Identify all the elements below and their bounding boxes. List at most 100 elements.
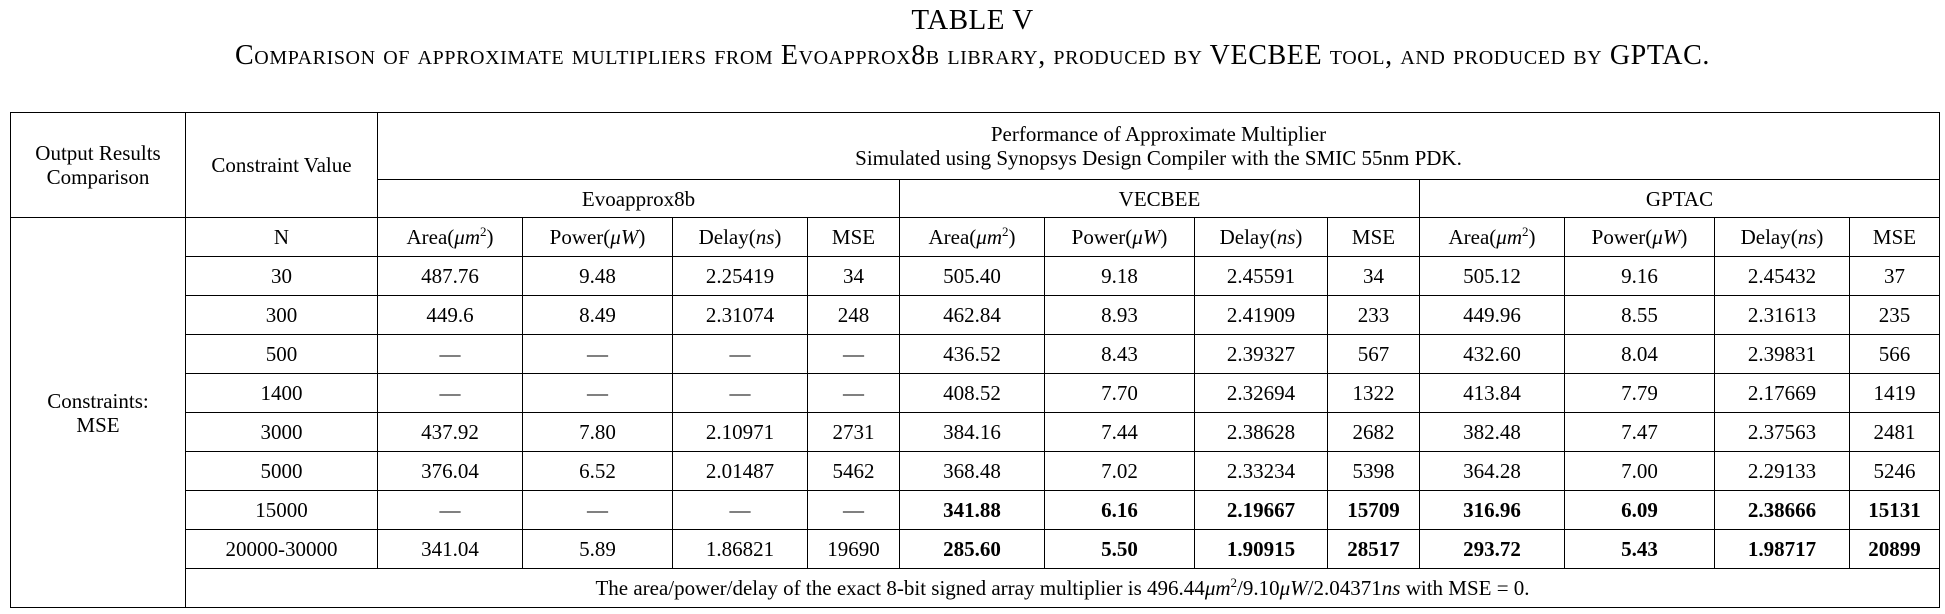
value-cell-vecbee-mse: 34 <box>1327 256 1420 296</box>
value-cell-evoapprox8b-area: 449.6 <box>377 295 523 335</box>
table-row: 3000 437.92 7.80 2.10971 2731 384.16 7.44 2.386… <box>11 412 1941 452</box>
value-cell-vecbee-power: 5.50 <box>1044 529 1195 569</box>
value-cell-vecbee-delay: 2.38628 <box>1194 412 1328 452</box>
value-cell-vecbee-delay: 1.90915 <box>1194 529 1328 569</box>
value-cell-gptac-power: 6.09 <box>1564 490 1715 530</box>
value-cell-vecbee-delay: 2.41909 <box>1194 295 1328 335</box>
metric-header-evoapprox8b-delay: Delay(ns) <box>672 217 808 257</box>
metric-header-vecbee-mse: MSE <box>1327 217 1420 257</box>
table-caption-number: TABLE V <box>911 4 1034 36</box>
value-cell-gptac-area: 413.84 <box>1419 373 1565 413</box>
value-cell-evoapprox8b-mse: — <box>807 373 900 413</box>
value-cell-gptac-area: 432.60 <box>1419 334 1565 374</box>
value-cell-gptac-delay: 2.38666 <box>1714 490 1850 530</box>
constraint-value-cell: 5000 <box>185 451 378 491</box>
value-cell-gptac-power: 8.04 <box>1564 334 1715 374</box>
value-cell-gptac-power: 7.79 <box>1564 373 1715 413</box>
value-cell-vecbee-power: 9.18 <box>1044 256 1195 296</box>
metric-header-evoapprox8b-area: Area(μm2) <box>377 217 523 257</box>
value-cell-gptac-delay: 1.98717 <box>1714 529 1850 569</box>
value-cell-gptac-area: 505.12 <box>1419 256 1565 296</box>
value-cell-vecbee-area: 462.84 <box>899 295 1045 335</box>
value-cell-vecbee-mse: 233 <box>1327 295 1420 335</box>
constraint-value-cell: 500 <box>185 334 378 374</box>
value-cell-gptac-mse: 1419 <box>1848 373 1941 413</box>
value-cell-evoapprox8b-delay: 2.10971 <box>672 412 808 452</box>
value-cell-vecbee-delay: 2.45591 <box>1194 256 1328 296</box>
value-cell-vecbee-area: 341.88 <box>899 490 1045 530</box>
constraint-value-cell: 300 <box>185 295 378 335</box>
group-header-evoapprox8b: Evoapprox8b <box>377 179 900 218</box>
value-cell-evoapprox8b-power: 5.89 <box>522 529 673 569</box>
constraint-value-cell: 30 <box>185 256 378 296</box>
metric-header-gptac-mse: MSE <box>1848 217 1941 257</box>
constraint-value-cell: 3000 <box>185 412 378 452</box>
value-cell-vecbee-power: 6.16 <box>1044 490 1195 530</box>
value-cell-gptac-mse: 235 <box>1848 295 1941 335</box>
value-cell-evoapprox8b-delay: — <box>672 334 808 374</box>
value-cell-vecbee-mse: 567 <box>1327 334 1420 374</box>
value-cell-vecbee-delay: 2.19667 <box>1194 490 1328 530</box>
value-cell-gptac-mse: 37 <box>1848 256 1941 296</box>
value-cell-vecbee-mse: 28517 <box>1327 529 1420 569</box>
value-cell-evoapprox8b-area: 376.04 <box>377 451 523 491</box>
value-cell-evoapprox8b-delay: 1.86821 <box>672 529 808 569</box>
value-cell-evoapprox8b-mse: 2731 <box>807 412 900 452</box>
value-cell-gptac-area: 382.48 <box>1419 412 1565 452</box>
table-row: 5000 376.04 6.52 2.01487 5462 368.48 7.02 2.332… <box>11 451 1941 491</box>
value-cell-evoapprox8b-delay: 2.25419 <box>672 256 808 296</box>
constraint-header: Constraint Value <box>185 112 378 218</box>
value-cell-vecbee-delay: 2.32694 <box>1194 373 1328 413</box>
value-cell-vecbee-area: 368.48 <box>899 451 1045 491</box>
value-cell-evoapprox8b-mse: — <box>807 334 900 374</box>
value-cell-vecbee-area: 285.60 <box>899 529 1045 569</box>
value-cell-evoapprox8b-mse: 248 <box>807 295 900 335</box>
value-cell-vecbee-mse: 5398 <box>1327 451 1420 491</box>
value-cell-evoapprox8b-mse: 5462 <box>807 451 900 491</box>
metric-header-gptac-power: Power(μW) <box>1564 217 1715 257</box>
n-header: N <box>185 217 378 257</box>
group-header-gptac: GPTAC <box>1418 179 1941 218</box>
metric-header-evoapprox8b-power: Power(μW) <box>522 217 673 257</box>
metric-header-vecbee-area: Area(μm2) <box>899 217 1045 257</box>
value-cell-evoapprox8b-delay: — <box>672 373 808 413</box>
value-cell-vecbee-mse: 2682 <box>1327 412 1420 452</box>
value-cell-vecbee-mse: 1322 <box>1327 373 1420 413</box>
value-cell-evoapprox8b-mse: — <box>807 490 900 530</box>
value-cell-vecbee-area: 505.40 <box>899 256 1045 296</box>
value-cell-evoapprox8b-delay: 2.31074 <box>672 295 808 335</box>
value-cell-gptac-area: 364.28 <box>1419 451 1565 491</box>
table-row: 1400— — — —408.52 7.70 2.32694 1322 413.84 7.79 2… <box>11 373 1941 413</box>
table-row: 300 449.6 8.49 2.31074 248 462.84 8.93 2.41909 2… <box>11 295 1941 335</box>
metric-header-vecbee-power: Power(μW) <box>1044 217 1195 257</box>
performance-header: Performance of Approximate Multiplier Si… <box>376 112 1941 180</box>
value-cell-vecbee-area: 384.16 <box>899 412 1045 452</box>
row-group-label: Constraints: MSE <box>10 217 186 608</box>
constraint-value-cell: 1400 <box>185 373 378 413</box>
value-cell-evoapprox8b-power: — <box>522 334 673 374</box>
value-cell-gptac-mse: 566 <box>1848 334 1941 374</box>
table-row: 20000-30000 341.04 5.89 1.86821 19690 285.60 5… <box>11 529 1941 569</box>
value-cell-evoapprox8b-mse: 34 <box>807 256 900 296</box>
metric-header-vecbee-delay: Delay(ns) <box>1194 217 1328 257</box>
value-cell-vecbee-delay: 2.33234 <box>1194 451 1328 491</box>
value-cell-evoapprox8b-area: 437.92 <box>377 412 523 452</box>
value-cell-evoapprox8b-area: — <box>377 334 523 374</box>
value-cell-gptac-delay: 2.39831 <box>1714 334 1850 374</box>
value-cell-evoapprox8b-area: 341.04 <box>377 529 523 569</box>
value-cell-gptac-power: 7.47 <box>1564 412 1715 452</box>
value-cell-gptac-delay: 2.45432 <box>1714 256 1850 296</box>
value-cell-gptac-mse: 20899 <box>1848 529 1941 569</box>
value-cell-gptac-power: 5.43 <box>1564 529 1715 569</box>
value-cell-evoapprox8b-power: — <box>522 373 673 413</box>
value-cell-gptac-area: 316.96 <box>1419 490 1565 530</box>
value-cell-gptac-mse: 2481 <box>1848 412 1941 452</box>
value-cell-gptac-mse: 5246 <box>1848 451 1941 491</box>
constraint-value-cell: 15000 <box>185 490 378 530</box>
value-cell-vecbee-delay: 2.39327 <box>1194 334 1328 374</box>
value-cell-gptac-power: 9.16 <box>1564 256 1715 296</box>
value-cell-evoapprox8b-area: — <box>377 490 523 530</box>
corner-header: Output Results Comparison <box>10 112 186 218</box>
value-cell-vecbee-area: 436.52 <box>899 334 1045 374</box>
table-footnote: The area/power/delay of the exact 8-bit … <box>184 568 1941 608</box>
